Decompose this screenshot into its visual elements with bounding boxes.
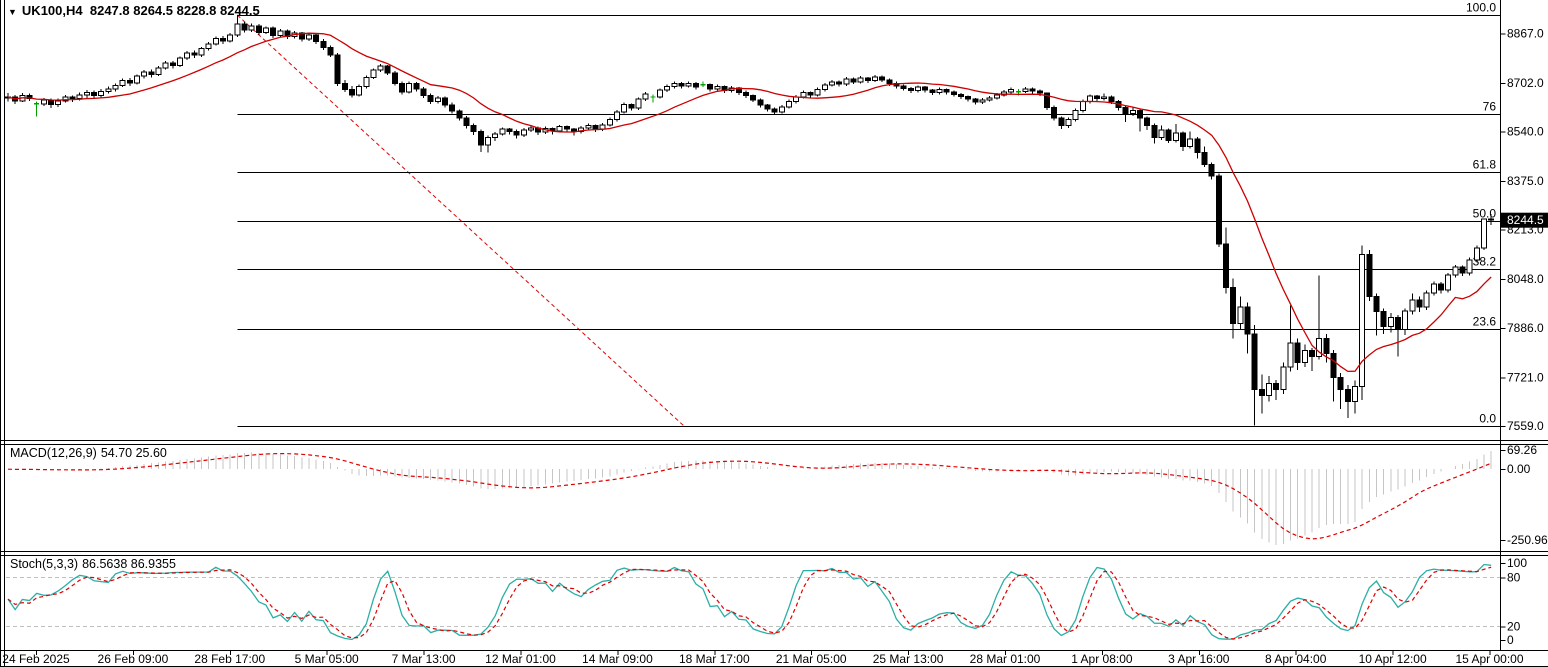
macd-axis-label: 69.26	[1507, 443, 1537, 457]
time-tick-label: 18 Mar 17:00	[679, 652, 750, 666]
time-tick-label: 10 Apr 12:00	[1359, 652, 1427, 666]
fib-level-label: 50.0	[1473, 207, 1497, 221]
time-tick-label: 26 Feb 09:00	[98, 652, 169, 666]
price-axis[interactable]: 8867.08702.08540.08375.08213.08048.07886…	[1500, 0, 1548, 650]
time-tick-label: 15 Apr 00:00	[1455, 652, 1523, 666]
time-axis[interactable]: 24 Feb 2025 26 Feb 09:00 28 Feb 17:00 5 Mar…	[2, 651, 1524, 666]
time-tick-label: 14 Mar 09:00	[582, 652, 653, 666]
time-tick-label: 1 Apr 08:00	[1071, 652, 1133, 666]
stoch-axis-label: 20	[1507, 620, 1521, 634]
fib-level-label: 61.8	[1473, 158, 1497, 172]
time-tick-label: 28 Feb 17:00	[194, 652, 265, 666]
time-tick-label: 21 Mar 05:00	[776, 652, 847, 666]
price-tick-label: 7886.0	[1507, 321, 1544, 335]
price-tick-label: 7559.0	[1507, 419, 1544, 433]
macd-signal-line	[7, 452, 1492, 540]
ma-line	[7, 32, 1492, 373]
time-tick-label: 3 Apr 16:00	[1168, 652, 1230, 666]
time-tick-label: 7 Mar 13:00	[392, 652, 456, 666]
price-tick-label: 8540.0	[1507, 124, 1544, 138]
stoch-main-line	[7, 563, 1492, 641]
stoch-signal-line	[7, 566, 1492, 640]
current-price-label: 8244.5	[1507, 213, 1544, 227]
time-tick-label: 5 Mar 05:00	[295, 652, 359, 666]
time-tick-label: 24 Feb 2025	[2, 652, 70, 666]
price-tick-label: 8702.0	[1507, 76, 1544, 90]
fib-level-label: 23.6	[1473, 315, 1497, 329]
price-tick-label: 8048.0	[1507, 272, 1544, 286]
macd-pane[interactable]	[7, 451, 1492, 545]
price-tick-label: 8375.0	[1507, 174, 1544, 188]
stoch-axis-label: 0	[1507, 633, 1514, 647]
stoch-pane[interactable]	[6, 563, 1500, 641]
current-price-tag	[1501, 212, 1548, 228]
fib-level-label: 76	[1483, 100, 1497, 114]
candles-layer[interactable]	[5, 15, 1495, 426]
macd-axis-label: 0.00	[1507, 462, 1531, 476]
time-tick-label: 8 Apr 04:00	[1265, 652, 1327, 666]
stoch-axis-label: 80	[1507, 570, 1521, 584]
time-tick-label: 28 Mar 01:00	[970, 652, 1041, 666]
stoch-axis-label: 100	[1507, 556, 1527, 570]
price-tick-label: 8867.0	[1507, 26, 1544, 40]
time-tick-label: 12 Mar 01:00	[485, 652, 556, 666]
fib-level-label: 0.0	[1479, 412, 1496, 426]
macd-axis-label: -250.96	[1507, 533, 1548, 547]
time-tick-label: 25 Mar 13:00	[873, 652, 944, 666]
fib-level-label: 100.0	[1466, 1, 1496, 15]
price-tick-label: 7721.0	[1507, 370, 1544, 384]
